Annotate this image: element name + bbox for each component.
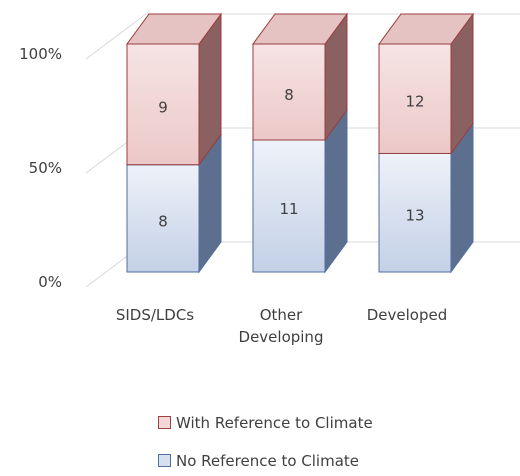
data-label-no-reference: 8 bbox=[158, 212, 168, 230]
x-tick-label: Developed bbox=[367, 306, 448, 324]
y-tick-label: 0% bbox=[38, 273, 62, 291]
x-tick-label-line: Other bbox=[260, 306, 303, 324]
legend-item-with-reference: With Reference to Climate bbox=[158, 414, 373, 432]
data-label-no-reference: 13 bbox=[405, 207, 424, 225]
bar-with-reference-front bbox=[252, 43, 326, 141]
y-tick-label: 100% bbox=[19, 45, 62, 63]
bar-with-reference-top bbox=[252, 13, 348, 45]
y-axis: 0% 50% 100% bbox=[19, 45, 62, 291]
data-label-with-reference: 8 bbox=[284, 86, 294, 104]
bar-no-reference-front bbox=[252, 139, 326, 273]
data-label-no-reference: 11 bbox=[279, 200, 298, 218]
legend-swatch-with-reference bbox=[158, 416, 171, 429]
y-tick-label: 50% bbox=[29, 159, 62, 177]
x-tick-label: Other Developing bbox=[239, 306, 324, 346]
bar-with-reference-front bbox=[378, 43, 452, 154]
data-label-with-reference: 9 bbox=[158, 98, 168, 116]
bar-no-reference-front bbox=[378, 152, 452, 273]
bar-with-reference-top bbox=[126, 13, 222, 45]
legend-swatch-no-reference bbox=[158, 454, 171, 467]
legend-label-with-reference: With Reference to Climate bbox=[176, 414, 373, 432]
data-label-with-reference: 12 bbox=[405, 93, 424, 111]
gridline-diagonal bbox=[85, 13, 147, 60]
x-axis: SIDS/LDCs Other Developing Developed bbox=[116, 306, 447, 346]
bar-with-reference-top bbox=[378, 13, 474, 45]
x-tick-label: SIDS/LDCs bbox=[116, 306, 194, 324]
bar-with-reference-front bbox=[126, 43, 200, 166]
bars: 8 9 11 8 13 12 bbox=[126, 12, 474, 274]
x-tick-label-line: SIDS/LDCs bbox=[116, 306, 194, 324]
x-tick-label-line: Developing bbox=[239, 328, 324, 346]
legend-label-no-reference: No Reference to Climate bbox=[176, 452, 360, 470]
x-tick-label-line: Developed bbox=[367, 306, 448, 324]
legend-item-no-reference: No Reference to Climate bbox=[158, 452, 359, 470]
